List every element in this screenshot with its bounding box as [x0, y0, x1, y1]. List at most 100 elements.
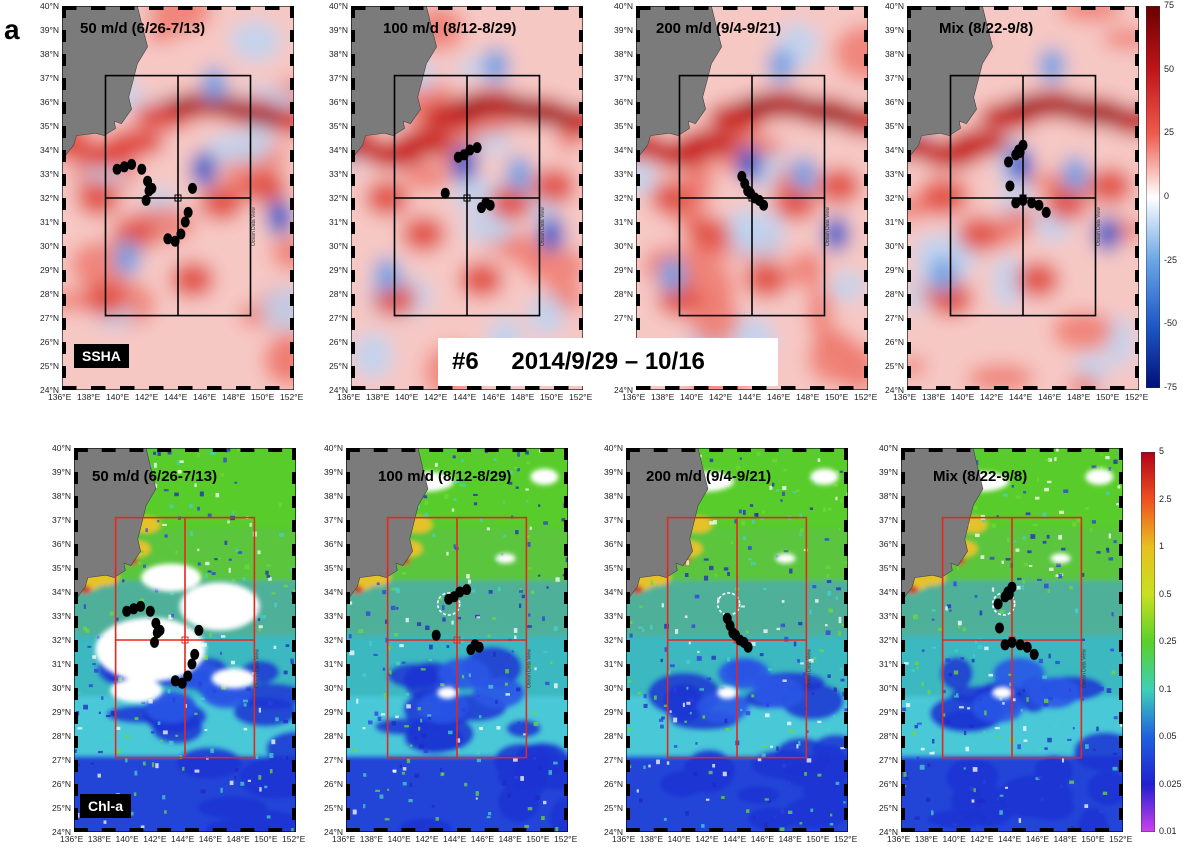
- lat-tick-label: 25°N: [324, 803, 343, 813]
- frame-tick: [1119, 544, 1123, 556]
- frame-tick: [901, 808, 905, 820]
- float-position: [187, 658, 197, 670]
- lon-tick-label: 140°E: [395, 392, 419, 402]
- lon-tick-label: 150°E: [1096, 392, 1120, 402]
- odv-watermark: Ocean Data View: [540, 207, 546, 246]
- lat-tick-label: 24°N: [604, 827, 623, 837]
- study-box: [393, 74, 541, 317]
- frame-tick: [74, 448, 78, 460]
- frame-tick: [74, 544, 78, 556]
- frame-tick: [373, 828, 388, 832]
- frame-tick: [636, 6, 640, 18]
- lat-tick-label: 33°N: [52, 611, 71, 621]
- frame-tick: [62, 78, 66, 90]
- frame-tick: [636, 126, 640, 138]
- frame-tick: [864, 54, 868, 66]
- float-position: [1022, 641, 1032, 653]
- float-position: [147, 182, 157, 194]
- frame-tick: [626, 520, 630, 532]
- lat-tick-label: 25°N: [885, 361, 904, 371]
- frame-tick: [236, 6, 251, 10]
- lat-tick-label: 33°N: [324, 611, 343, 621]
- lon-tick-label: 146°E: [470, 834, 495, 844]
- ssha-map-panel-3: Ocean Data View: [636, 6, 868, 390]
- frame-tick: [212, 828, 227, 832]
- lon-tick-label: 136°E: [622, 392, 646, 402]
- float-position: [1004, 156, 1013, 168]
- chl-colorbar: [1140, 451, 1156, 833]
- lon-tick-label: 152°E: [554, 834, 578, 844]
- frame-tick: [290, 6, 294, 18]
- study-box: [104, 74, 252, 317]
- lon-tick-label: 150°E: [1081, 834, 1105, 844]
- frame-tick: [1081, 386, 1096, 390]
- frame-tick: [820, 828, 835, 832]
- frame-tick: [290, 246, 294, 258]
- ssha-colorbar-tick: 0: [1164, 191, 1170, 201]
- lat-tick-label: 35°N: [604, 563, 623, 573]
- float-track-1: [112, 158, 197, 247]
- frame-tick: [901, 616, 905, 628]
- ssha-map-panel-1: Ocean Data View: [62, 6, 294, 390]
- lat-tick-label: 25°N: [40, 361, 59, 371]
- float-position: [112, 163, 122, 175]
- frame-tick: [1119, 472, 1123, 484]
- lon-tick-label: 150°E: [806, 834, 830, 844]
- ssha-row-tag: SSHA: [74, 344, 129, 368]
- frame-tick: [907, 366, 911, 378]
- lat-tick-label: 24°N: [40, 385, 59, 395]
- frame-tick: [907, 126, 911, 138]
- frame-tick: [290, 78, 294, 90]
- float-position: [995, 622, 1005, 634]
- float-position: [194, 624, 204, 636]
- cruise-dates: 2014/9/29 – 10/16: [511, 348, 705, 375]
- frame-tick: [579, 78, 583, 90]
- frame-tick: [292, 592, 296, 604]
- frame-tick: [901, 760, 905, 772]
- lat-tick-label: 25°N: [604, 803, 623, 813]
- frame-tick: [936, 386, 951, 390]
- frame-tick: [457, 448, 471, 452]
- lat-tick-label: 26°N: [879, 779, 898, 789]
- frame-tick: [554, 386, 569, 390]
- lon-tick-label: 142°E: [980, 392, 1004, 402]
- frame-tick: [844, 592, 848, 604]
- float-position: [474, 641, 484, 653]
- frame-tick: [351, 294, 355, 306]
- frame-tick: [564, 808, 568, 820]
- float-position: [177, 677, 187, 689]
- lat-tick-label: 38°N: [879, 491, 898, 501]
- frame-tick: [792, 828, 807, 832]
- frame-tick: [626, 640, 630, 652]
- lon-tick-label: 140°E: [680, 392, 704, 402]
- lat-tick-label: 26°N: [40, 337, 59, 347]
- frame-tick: [1135, 150, 1139, 162]
- lat-tick-label: 24°N: [885, 385, 904, 395]
- frame-tick: [901, 544, 905, 556]
- lat-tick-label: 39°N: [614, 25, 633, 35]
- lon-tick-label: 136°E: [612, 834, 636, 844]
- frame-tick: [844, 784, 848, 796]
- frame-tick: [737, 448, 751, 452]
- frame-tick: [844, 712, 848, 724]
- lat-tick-label: 36°N: [40, 97, 59, 107]
- frame-tick: [636, 318, 640, 330]
- lon-tick-label: 142°E: [415, 834, 439, 844]
- frame-tick: [62, 270, 66, 282]
- chl-map-1: Ocean Data View: [74, 448, 296, 832]
- frame-tick: [346, 448, 350, 460]
- frame-tick: [484, 828, 499, 832]
- frame-tick: [120, 386, 135, 390]
- lon-tick-label: 136°E: [893, 392, 917, 402]
- frame-tick: [62, 318, 66, 330]
- frame-tick: [351, 30, 355, 42]
- lat-tick-label: 30°N: [604, 683, 623, 693]
- lat-tick-label: 35°N: [879, 563, 898, 573]
- lon-tick-label: 142°E: [135, 392, 159, 402]
- lat-tick-label: 37°N: [885, 73, 904, 83]
- lon-tick-label: 152°E: [854, 392, 878, 402]
- frame-tick: [401, 828, 416, 832]
- lon-tick-label: 138°E: [359, 834, 384, 844]
- ssha-colorbar-tick: -25: [1164, 254, 1178, 265]
- ssha-map-panel-2: Ocean Data View: [351, 6, 583, 390]
